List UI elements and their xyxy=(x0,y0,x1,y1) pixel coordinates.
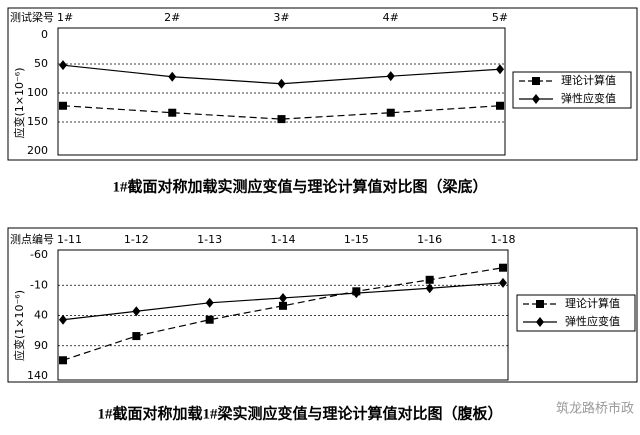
plot-frame xyxy=(57,249,509,381)
y-tick-label: -60 xyxy=(30,248,48,261)
chart-frame xyxy=(7,7,638,161)
chart-caption: 1#截面对称加载1#梁实测应变值与理论计算值对比图（腹板） xyxy=(97,404,502,422)
data-point xyxy=(168,108,177,117)
data-point xyxy=(59,356,67,365)
watermark: 筑龙路桥市政 xyxy=(556,401,634,417)
legend-label: 弹性应变值 xyxy=(565,314,620,328)
y-tick-label: 200 xyxy=(27,144,48,157)
legend-label: 弹性应变值 xyxy=(561,91,616,105)
y-tick-label: 100 xyxy=(27,86,48,99)
legend-label: 理论计算值 xyxy=(561,73,616,87)
x-tick-label: 3# xyxy=(273,11,289,24)
y-tick-label: 140 xyxy=(27,369,48,382)
data-point xyxy=(425,283,434,294)
data-point xyxy=(352,288,361,299)
data-point xyxy=(386,71,395,82)
data-point xyxy=(496,64,504,75)
data-point xyxy=(279,301,287,310)
data-point xyxy=(499,277,507,288)
x-tick-label: 4# xyxy=(383,11,399,24)
data-point xyxy=(132,306,141,317)
x-tick-label: 1-14 xyxy=(271,233,296,246)
x-tick-label: 5# xyxy=(492,11,508,24)
data-point xyxy=(205,315,214,324)
legend-marker xyxy=(536,300,544,308)
plot-frame xyxy=(57,27,506,156)
data-point xyxy=(205,297,214,308)
y-axis-title: 应变(1×10⁻⁶) xyxy=(12,290,26,361)
x-tick-label: 1-11 xyxy=(57,233,82,246)
data-point xyxy=(496,101,504,110)
y-tick-label: -10 xyxy=(30,278,48,291)
legend-marker xyxy=(532,77,540,85)
x-tick-label: 1-12 xyxy=(124,233,149,246)
data-point xyxy=(59,314,67,325)
y-axis-title: 应变(1×10⁻⁶) xyxy=(12,67,26,138)
y-tick-label: 50 xyxy=(34,57,48,70)
data-point xyxy=(59,101,67,110)
x-tick-label: 2# xyxy=(164,11,180,24)
x-tick-label: 1-15 xyxy=(344,233,369,246)
chart-frame xyxy=(7,227,638,383)
data-point xyxy=(277,78,286,89)
data-point xyxy=(499,263,507,272)
x-tick-label: 1# xyxy=(57,11,73,24)
data-point xyxy=(425,275,434,284)
legend-label: 理论计算值 xyxy=(565,296,620,310)
x-axis-title: 测试梁号 xyxy=(10,10,54,24)
legend-marker xyxy=(536,317,544,327)
x-tick-label: 1-18 xyxy=(491,233,516,246)
data-point xyxy=(59,60,67,71)
data-point xyxy=(277,115,286,124)
chart-caption: 1#截面对称加载实测应变值与理论计算值对比图（梁底） xyxy=(112,177,487,195)
data-point xyxy=(168,71,177,82)
x-tick-label: 1-13 xyxy=(197,233,222,246)
series-line xyxy=(62,105,501,120)
data-point xyxy=(279,292,287,303)
x-axis-title: 测点编号 xyxy=(10,232,54,246)
y-tick-label: 90 xyxy=(34,339,48,352)
legend-marker xyxy=(532,94,540,104)
x-tick-label: 1-16 xyxy=(417,233,442,246)
y-tick-label: 0 xyxy=(41,28,48,41)
y-tick-label: 40 xyxy=(34,309,48,322)
data-point xyxy=(386,108,395,117)
data-point xyxy=(132,332,141,341)
y-tick-label: 150 xyxy=(27,115,48,128)
